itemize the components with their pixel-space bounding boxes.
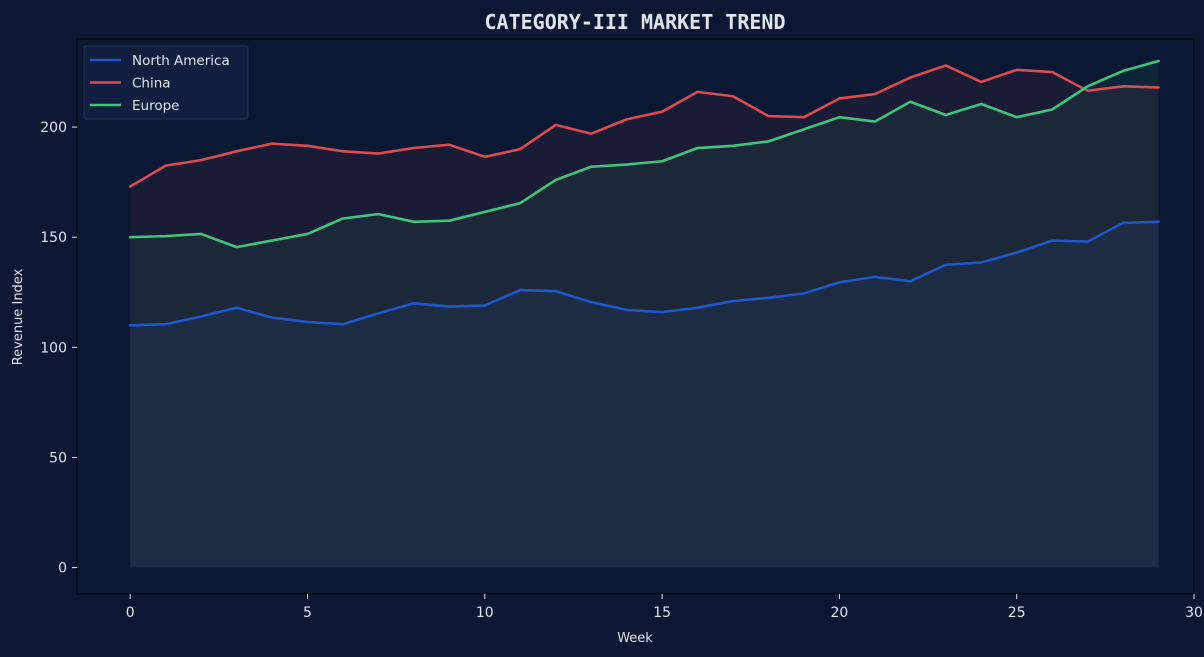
legend-box: [83, 45, 249, 120]
x-tick-label: 10: [476, 605, 494, 621]
chart-title: CATEGORY-III MARKET TREND: [484, 10, 785, 34]
plot-frame: [76, 38, 1195, 595]
y-axis-ticks: 0 50 100 150 200: [40, 120, 77, 577]
area-fill-north-america: [130, 221, 1159, 568]
series-lines: [128, 59, 1160, 327]
x-tick-label: 15: [653, 605, 671, 621]
y-tick-label: 50: [49, 450, 67, 466]
y-axis-label: Revenue Index: [11, 268, 26, 365]
area-fill-europe: [130, 61, 1159, 568]
x-axis-ticks: 0 5 10 15 20 25 30: [126, 594, 1203, 621]
x-tick-label: 25: [1008, 605, 1026, 621]
area-fills: [130, 61, 1159, 568]
y-tick-label: 200: [40, 120, 67, 136]
area-fill-china: [130, 65, 1159, 568]
series-line-europe: [128, 59, 1160, 249]
y-tick-label: 100: [40, 340, 67, 356]
x-tick-label: 30: [1185, 605, 1203, 621]
x-axis-label: Week: [617, 631, 653, 646]
legend: North America China Europe: [83, 45, 249, 120]
x-tick-label: 20: [830, 605, 848, 621]
legend-label-europe: Europe: [132, 98, 179, 114]
y-tick-label: 0: [58, 561, 67, 577]
x-tick-label: 0: [126, 605, 135, 621]
series-line-north-america: [128, 220, 1160, 327]
legend-label-china: China: [132, 76, 171, 92]
y-tick-label: 150: [40, 230, 67, 246]
series-line-china: [128, 64, 1160, 188]
legend-label-north-america: North America: [132, 53, 230, 69]
x-tick-label: 5: [303, 605, 312, 621]
plot-area: [77, 39, 1194, 594]
